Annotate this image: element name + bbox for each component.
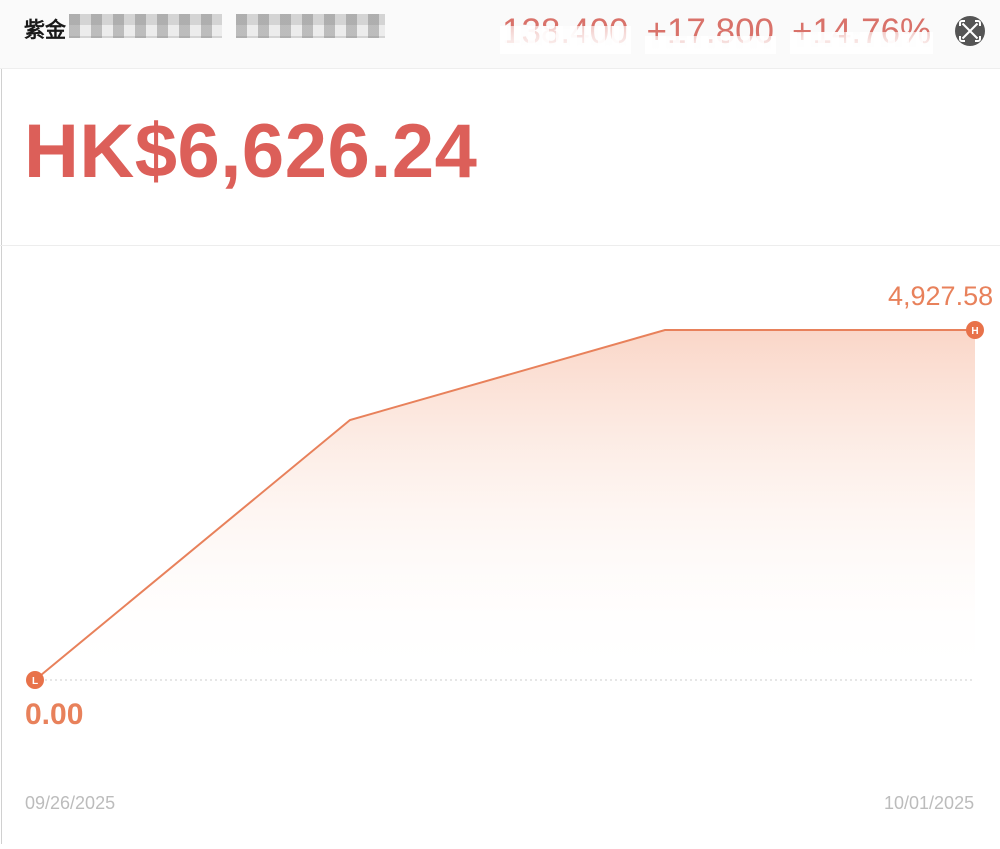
svg-text:H: H — [971, 326, 978, 337]
svg-text:L: L — [32, 676, 38, 687]
